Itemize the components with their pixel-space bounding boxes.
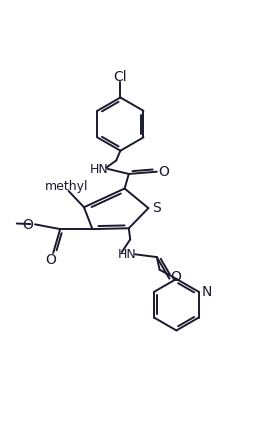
Text: O: O xyxy=(45,253,56,266)
Text: N: N xyxy=(202,284,212,298)
Text: O: O xyxy=(23,217,33,231)
Text: methyl: methyl xyxy=(45,180,88,192)
Text: O: O xyxy=(170,269,181,283)
Text: HN: HN xyxy=(118,247,137,260)
Text: Cl: Cl xyxy=(114,70,127,84)
Text: O: O xyxy=(158,165,169,179)
Text: S: S xyxy=(152,200,161,214)
Text: HN: HN xyxy=(90,163,109,176)
